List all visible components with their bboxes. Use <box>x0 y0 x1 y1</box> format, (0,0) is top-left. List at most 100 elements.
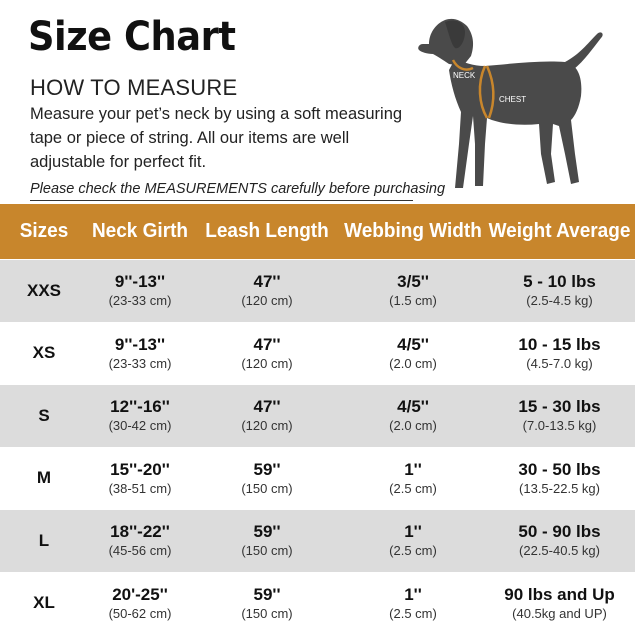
neck-girth-cell: 9''-13'' (23-33 cm) <box>88 271 192 310</box>
leash-length-cell: 59'' (150 cm) <box>192 584 342 623</box>
size-label: S <box>38 405 50 425</box>
leash-inches: 59'' <box>253 459 281 479</box>
width-cm: (2.5 cm) <box>389 605 437 621</box>
weight-kg: (40.5kg and UP) <box>512 605 607 621</box>
harness-strap-icon <box>451 59 495 119</box>
leash-cm: (120 cm) <box>241 418 293 434</box>
header-neck-girth: Neck Girth <box>91 219 189 242</box>
page-title: Size Chart <box>28 14 236 60</box>
neck-cm: (38-51 cm) <box>108 480 172 496</box>
neck-inches: 15''-20'' <box>110 459 170 479</box>
neck-label: NECK <box>453 71 476 80</box>
leash-cm: (150 cm) <box>241 480 293 496</box>
width-inches: 1'' <box>404 459 422 479</box>
leash-cm: (120 cm) <box>241 355 293 371</box>
webbing-width-cell: 3/5'' (1.5 cm) <box>342 271 484 310</box>
webbing-width-cell: 1'' (2.5 cm) <box>342 459 484 498</box>
header-webbing-width: Webbing Width <box>344 219 482 242</box>
leash-inches: 59'' <box>253 584 281 604</box>
header-leash-length: Leash Length <box>205 219 329 242</box>
neck-inches: 9''-13'' <box>114 272 166 292</box>
measure-instructions: Measure your pet’s neck by using a soft … <box>30 105 403 171</box>
neck-girth-cell: 15''-20'' (38-51 cm) <box>88 459 192 498</box>
leash-length-cell: 59'' (150 cm) <box>192 521 342 560</box>
chest-label: CHEST <box>499 95 526 104</box>
leash-inches: 47'' <box>253 334 281 354</box>
weight-kg: (4.5-7.0 kg) <box>526 355 593 371</box>
neck-cm: (23-33 cm) <box>108 293 172 309</box>
table-row: M 15''-20'' (38-51 cm) 59'' (150 cm) 1'' (2… <box>0 446 635 509</box>
leash-inches: 47'' <box>253 397 281 417</box>
webbing-width-cell: 1'' (2.5 cm) <box>342 521 484 560</box>
weight-average-cell: 50 - 90 lbs (22.5-40.5 kg) <box>484 521 635 560</box>
webbing-width-cell: 4/5'' (2.0 cm) <box>342 396 484 435</box>
weight-kg: (2.5-4.5 kg) <box>526 293 593 309</box>
weight-lbs: 15 - 30 lbs <box>518 397 601 417</box>
how-to-measure-heading: HOW TO MEASURE <box>30 75 238 100</box>
width-cm: (2.5 cm) <box>389 480 437 496</box>
leash-inches: 47'' <box>253 272 281 292</box>
width-cm: (1.5 cm) <box>389 293 437 309</box>
weight-average-cell: 5 - 10 lbs (2.5-4.5 kg) <box>484 271 635 310</box>
width-cm: (2.0 cm) <box>389 418 437 434</box>
leash-inches: 59'' <box>253 522 281 542</box>
weight-lbs: 30 - 50 lbs <box>518 459 601 479</box>
neck-girth-cell: 12''-16'' (30-42 cm) <box>88 396 192 435</box>
neck-inches: 18''-22'' <box>110 522 170 542</box>
weight-average-cell: 30 - 50 lbs (13.5-22.5 kg) <box>484 459 635 498</box>
width-inches: 4/5'' <box>397 397 429 417</box>
table-row: S 12''-16'' (30-42 cm) 47'' (120 cm) 4/5''… <box>0 384 635 447</box>
table-row: XXS 9''-13'' (23-33 cm) 47'' (120 cm) 3/5'… <box>0 259 635 322</box>
leash-cm: (150 cm) <box>241 605 293 621</box>
width-cm: (2.5 cm) <box>389 543 437 559</box>
weight-kg: (7.0-13.5 kg) <box>522 418 597 434</box>
weight-lbs: 10 - 15 lbs <box>518 334 601 354</box>
neck-girth-cell: 20'-25'' (50-62 cm) <box>88 584 192 623</box>
weight-kg: (13.5-22.5 kg) <box>519 480 600 496</box>
weight-lbs: 50 - 90 lbs <box>518 522 601 542</box>
width-cm: (2.0 cm) <box>389 355 437 371</box>
width-inches: 1'' <box>404 584 422 604</box>
leash-length-cell: 47'' (120 cm) <box>192 396 342 435</box>
leash-length-cell: 47'' (120 cm) <box>192 271 342 310</box>
neck-cm: (45-56 cm) <box>108 543 172 559</box>
size-label: XL <box>33 593 55 613</box>
neck-girth-cell: 9''-13'' (23-33 cm) <box>88 334 192 373</box>
weight-average-cell: 10 - 15 lbs (4.5-7.0 kg) <box>484 334 635 373</box>
neck-inches: 12''-16'' <box>110 397 170 417</box>
table-row: XL 20'-25'' (50-62 cm) 59'' (150 cm) 1'' (2… <box>0 571 635 634</box>
table-header-row: Sizes Neck Girth Leash Length Webbing Wi… <box>0 204 635 259</box>
leash-length-cell: 47'' (120 cm) <box>192 334 342 373</box>
webbing-width-cell: 1'' (2.5 cm) <box>342 584 484 623</box>
width-inches: 1'' <box>404 522 422 542</box>
neck-cm: (30-42 cm) <box>108 418 172 434</box>
webbing-width-cell: 4/5'' (2.0 cm) <box>342 334 484 373</box>
size-label: M <box>36 468 52 488</box>
neck-girth-cell: 18''-22'' (45-56 cm) <box>88 521 192 560</box>
table-row: L 18''-22'' (45-56 cm) 59'' (150 cm) 1'' (2… <box>0 509 635 572</box>
header-sizes: Sizes <box>19 219 69 242</box>
neck-cm: (23-33 cm) <box>108 355 172 371</box>
size-label: L <box>38 530 50 550</box>
purchase-note: Please check the MEASUREMENTS carefully … <box>30 181 446 197</box>
table-row: XS 9''-13'' (23-33 cm) 47'' (120 cm) 4/5''… <box>0 321 635 384</box>
width-inches: 3/5'' <box>397 272 429 292</box>
width-inches: 4/5'' <box>397 334 429 354</box>
neck-inches: 20'-25'' <box>112 584 168 604</box>
size-label: XS <box>32 343 56 363</box>
header-weight-average: Weight Average <box>488 219 631 242</box>
weight-lbs: 90 lbs and Up <box>504 584 615 604</box>
dog-silhouette-icon <box>418 18 603 188</box>
weight-average-cell: 15 - 30 lbs (7.0-13.5 kg) <box>484 396 635 435</box>
weight-kg: (22.5-40.5 kg) <box>519 543 600 559</box>
dog-illustration: NECK CHEST <box>418 18 603 188</box>
note-underline <box>30 200 413 201</box>
leash-cm: (150 cm) <box>241 543 293 559</box>
neck-inches: 9''-13'' <box>114 334 166 354</box>
size-table: Sizes Neck Girth Leash Length Webbing Wi… <box>0 204 635 634</box>
leash-length-cell: 59'' (150 cm) <box>192 459 342 498</box>
weight-lbs: 5 - 10 lbs <box>523 272 596 292</box>
size-label: XXS <box>26 280 62 300</box>
weight-average-cell: 90 lbs and Up (40.5kg and UP) <box>484 584 635 623</box>
neck-cm: (50-62 cm) <box>108 605 172 621</box>
